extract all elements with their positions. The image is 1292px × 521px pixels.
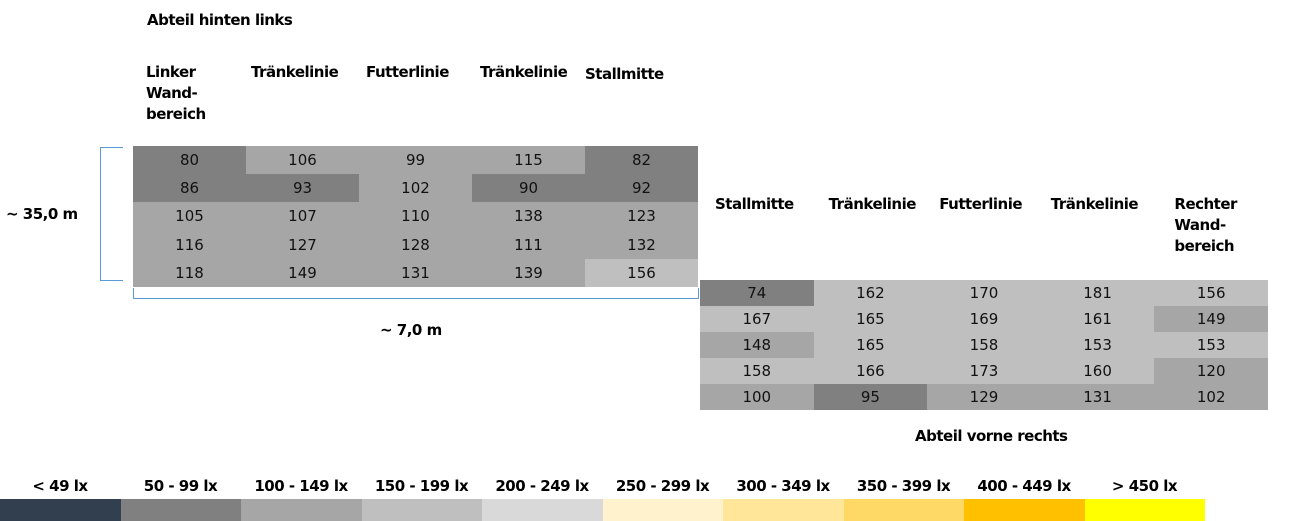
section-title: Abteil vorne rechts: [915, 427, 1068, 445]
table-cell: 95: [813, 384, 928, 410]
column-header: Tränkelinie: [1050, 195, 1139, 213]
column-header: Futterlinie: [366, 63, 449, 81]
table-cell: 102: [1154, 384, 1268, 410]
table-cell: 123: [585, 202, 698, 231]
table-cell: 82: [585, 146, 698, 175]
table-cell: 80: [133, 146, 246, 175]
table-cell: 132: [585, 230, 698, 259]
table-cell: 120: [1154, 358, 1268, 384]
height-bracket: [100, 147, 123, 281]
column-header: Tränkelinie: [480, 63, 568, 81]
table-cell: 102: [359, 174, 472, 203]
table-cell: 156: [1154, 280, 1268, 306]
column-header: Tränkelinie: [251, 63, 339, 81]
legend-swatch: [361, 499, 482, 521]
table-cell: 166: [813, 358, 928, 384]
table-cell: 129: [927, 384, 1041, 410]
legend-swatch: [843, 499, 964, 521]
table-cell: 149: [1154, 306, 1268, 332]
table-cell: 170: [927, 280, 1041, 306]
column-header: Tränkelinie: [828, 195, 917, 213]
table-cell: 115: [472, 146, 585, 175]
table-cell: 116: [133, 230, 246, 259]
legend-swatch: [1084, 499, 1205, 521]
column-header: Linker: [146, 63, 196, 81]
table-cell: 181: [1040, 280, 1155, 306]
table-cell: 165: [813, 332, 928, 358]
column-header: bereich: [1174, 237, 1235, 255]
table-cell: 118: [133, 258, 246, 287]
table-cell: 100: [700, 384, 814, 410]
table-cell: 86: [133, 174, 246, 203]
legend-swatch: [120, 499, 241, 521]
legend-swatch: [602, 499, 723, 521]
table-cell: 90: [472, 174, 585, 203]
legend-label: < 49 lx: [32, 477, 88, 495]
column-header: Stallmitte: [715, 195, 794, 213]
legend-label: 350 - 399 lx: [856, 477, 951, 495]
column-header: Stallmitte: [585, 65, 664, 83]
table-cell: 161: [1040, 306, 1155, 332]
table-cell: 93: [246, 174, 359, 203]
column-header: Futterlinie: [939, 195, 1023, 213]
table-cell: 148: [700, 332, 814, 358]
table-cell: 131: [1040, 384, 1155, 410]
table-cell: 107: [246, 202, 359, 231]
table-cell: 111: [472, 230, 585, 259]
legend-swatch: [964, 499, 1085, 521]
column-header: Wand-: [1174, 216, 1226, 234]
legend-label: 100 - 149 lx: [254, 477, 348, 495]
table-cell: 99: [359, 146, 472, 175]
table-cell: 167: [700, 306, 814, 332]
table-cell: 153: [1040, 332, 1155, 358]
table-cell: 156: [585, 258, 698, 287]
legend-swatch: [482, 499, 603, 521]
width-bracket: [133, 288, 699, 299]
column-header: Wand-: [146, 84, 198, 102]
section-title: Abteil hinten links: [147, 11, 293, 29]
table-cell: 139: [472, 258, 585, 287]
table-cell: 128: [359, 230, 472, 259]
legend-label: 250 - 299 lx: [615, 477, 710, 495]
height-label: ~ 35,0 m: [6, 205, 78, 223]
legend-label: 400 - 449 lx: [977, 477, 1071, 495]
table-cell: 110: [359, 202, 472, 231]
legend-label: 200 - 249 lx: [495, 477, 589, 495]
column-header: bereich: [146, 105, 206, 123]
table-cell: 131: [359, 258, 472, 287]
width-label: ~ 7,0 m: [380, 321, 442, 339]
table-cell: 158: [927, 332, 1041, 358]
table-cell: 158: [700, 358, 814, 384]
table-cell: 165: [813, 306, 928, 332]
table-cell: 160: [1040, 358, 1155, 384]
table-cell: 169: [927, 306, 1041, 332]
column-header: Rechter: [1174, 195, 1237, 213]
table-cell: 105: [133, 202, 246, 231]
table-cell: 138: [472, 202, 585, 231]
table-cell: 92: [585, 174, 698, 203]
table-cell: 106: [246, 146, 359, 175]
legend-label: 300 - 349 lx: [736, 477, 830, 495]
table-cell: 149: [246, 258, 359, 287]
table-cell: 74: [700, 280, 814, 306]
legend-swatch: [0, 499, 121, 521]
table-cell: 153: [1154, 332, 1268, 358]
legend-label: > 450 lx: [1111, 477, 1178, 495]
table-cell: 173: [927, 358, 1041, 384]
legend-label: 50 - 99 lx: [143, 477, 218, 495]
legend-label: 150 - 199 lx: [374, 477, 469, 495]
legend-swatch: [241, 499, 362, 521]
table-cell: 127: [246, 230, 359, 259]
legend-swatch: [723, 499, 844, 521]
table-cell: 162: [813, 280, 928, 306]
